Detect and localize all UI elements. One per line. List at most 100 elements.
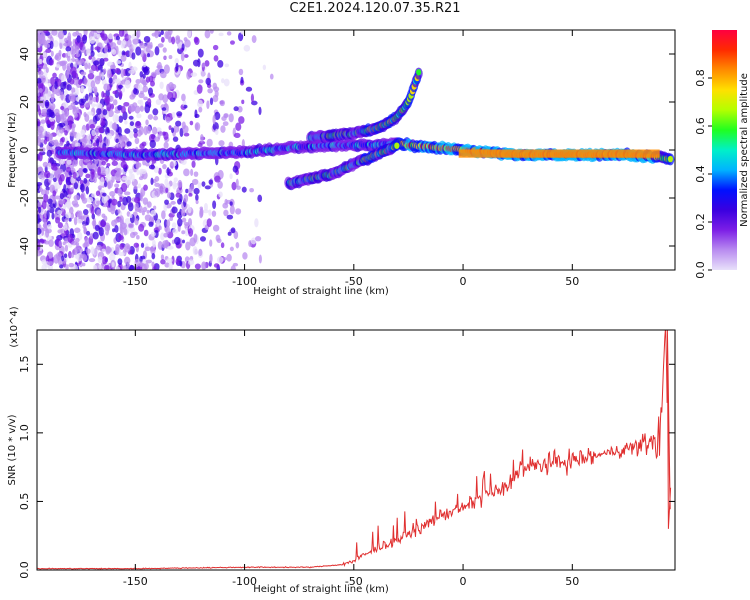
noise-cell [209,239,213,247]
noise-cell [189,120,194,126]
noise-cell [147,201,152,208]
noise-cell [90,246,95,255]
noise-cell [112,99,118,106]
noise-cell [164,262,170,268]
noise-cell [46,261,54,266]
noise-cell [76,35,81,43]
noise-cell [149,246,155,252]
noise-cell [123,101,130,107]
noise-cell [96,107,102,115]
noise-cell [73,216,78,226]
noise-cell [111,160,118,166]
noise-cell [212,44,219,51]
noise-cell [37,138,41,146]
noise-cell [52,166,58,171]
noise-cell [169,216,174,221]
noise-cell [123,243,131,253]
noise-cell [68,262,75,268]
noise-cell [193,233,198,244]
noise-cell [145,119,149,126]
noise-cell [115,45,119,55]
noise-cell [65,70,70,79]
noise-cell [120,68,125,78]
noise-cell [117,126,122,136]
noise-cell [187,259,195,266]
noise-cell [154,175,160,182]
noise-cell [109,64,116,70]
noise-cell [41,199,47,210]
noise-cell [74,45,80,54]
noise-cell [117,84,124,89]
noise-cell [194,113,200,119]
noise-cell [159,81,164,90]
noise-cell [97,185,103,191]
noise-cell [171,255,175,266]
noise-cell [80,192,86,202]
noise-cell [111,262,115,268]
noise-cell [37,218,42,223]
noise-cell [98,264,102,270]
noise-cell [136,113,142,119]
noise-cell [76,218,83,224]
noise-cell [133,185,138,190]
noise-cell [44,43,51,48]
noise-cell [185,188,189,194]
y-tick-label: 0.0 [18,561,31,579]
noise-cell [37,43,41,48]
noise-cell [180,208,186,217]
noise-cell [195,194,199,202]
noise-cell [231,181,237,191]
noise-cell [94,46,101,51]
noise-cell [124,218,131,225]
noise-cell [177,179,183,188]
noise-cell [41,264,47,270]
noise-cell [153,205,157,210]
noise-cell [152,239,156,248]
noise-cell [38,58,43,65]
noise-cell [79,253,85,259]
noise-cell [75,96,80,102]
noise-cell [162,94,169,103]
noise-cell [59,41,63,50]
x-axis-label: Height of straight line (km) [253,286,389,297]
noise-cell [64,244,69,252]
noise-cell [96,33,101,39]
noise-cell [52,72,57,79]
noise-cell [183,168,190,177]
noise-cell [194,263,201,270]
noise-cell [54,142,61,147]
noise-cell [137,99,142,105]
noise-cell [154,136,160,142]
noise-cell [153,229,159,239]
noise-cell [174,236,181,246]
noise-cell [129,231,136,239]
noise-cell [59,192,64,200]
noise-cell [70,123,76,129]
noise-cell [51,103,56,110]
noise-cell [74,112,78,118]
noise-cell [75,176,82,182]
noise-cell [138,223,145,232]
plot-frame [36,329,676,571]
noise-cell [250,93,255,103]
noise-cell [183,193,189,203]
noise-cell [116,40,122,46]
noise-cell [135,46,142,56]
noise-cell [124,128,131,134]
noise-cell [121,175,127,181]
y-tick-label: -40 [18,237,31,255]
noise-cell [100,220,107,228]
noise-cell [251,35,257,44]
noise-cell [219,99,226,107]
noise-cell [233,106,239,112]
noise-cell [38,108,42,116]
noise-cell [91,220,97,227]
noise-cell [41,108,47,114]
noise-cell [156,65,163,69]
noise-cell [96,102,103,109]
noise-cell [77,168,84,176]
noise-cell [52,190,57,197]
noise-cell [85,93,89,101]
noise-cell [116,60,122,64]
